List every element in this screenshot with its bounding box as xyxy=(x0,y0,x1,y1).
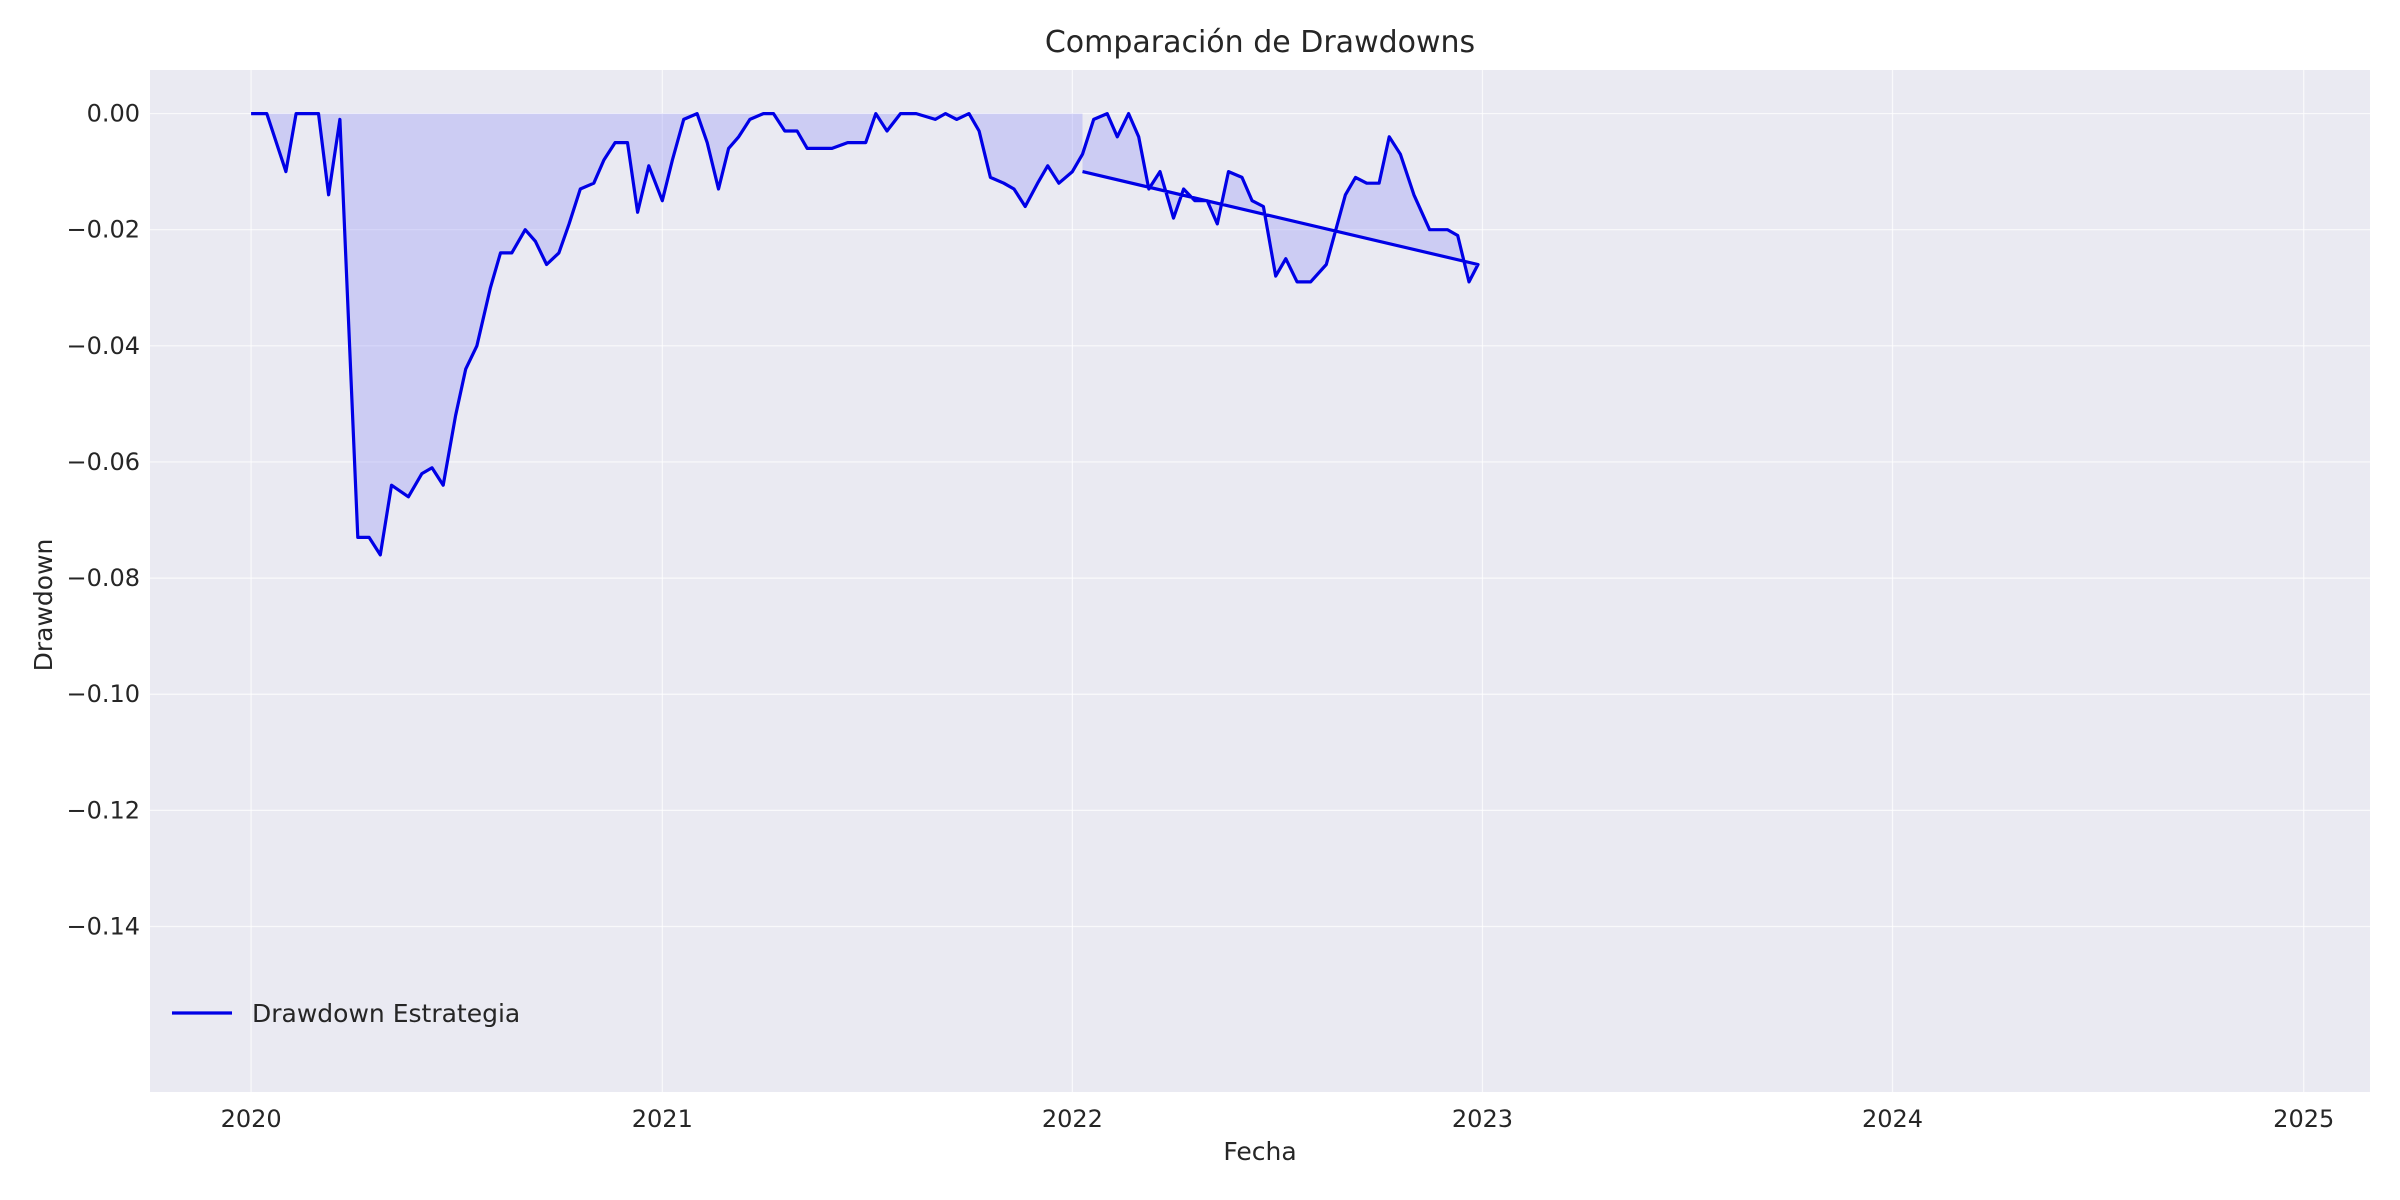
y-axis-ticks: 0.00 −0.02 −0.04 −0.06 −0.08 −0.10 −0.12 −0.14 xyxy=(66,100,140,941)
y-tick-label: −0.06 xyxy=(66,448,140,476)
chart-title: Comparación de Drawdowns xyxy=(1045,25,1475,60)
y-tick-label: −0.10 xyxy=(66,680,140,708)
legend-label: Drawdown Estrategia xyxy=(252,999,520,1028)
series-lines xyxy=(251,111,1480,557)
y-tick-label: −0.04 xyxy=(66,332,140,360)
y-tick-label: −0.14 xyxy=(66,913,140,941)
series-fills xyxy=(251,113,1479,555)
x-tick-label: 2021 xyxy=(632,1105,693,1133)
y-tick-label: −0.12 xyxy=(66,796,140,824)
grid-lines xyxy=(150,70,2370,1092)
x-tick-label: 2025 xyxy=(2273,1105,2334,1133)
x-tick-label: 2024 xyxy=(1862,1105,1923,1133)
y-tick-label: −0.08 xyxy=(66,564,140,592)
series-line-0 xyxy=(251,111,1480,557)
x-tick-label: 2022 xyxy=(1042,1105,1103,1133)
x-tick-label: 2020 xyxy=(221,1105,282,1133)
legend: Drawdown Estrategia xyxy=(172,999,520,1028)
y-axis-label: Drawdown xyxy=(29,539,58,672)
y-tick-label: 0.00 xyxy=(87,100,140,128)
x-axis-label: Fecha xyxy=(1223,1137,1296,1166)
x-axis-ticks: 2020 2021 2022 2023 2024 2025 xyxy=(221,1105,2335,1133)
x-tick-label: 2023 xyxy=(1452,1105,1513,1133)
series-fill-0 xyxy=(251,113,1479,555)
y-tick-label: −0.02 xyxy=(66,216,140,244)
